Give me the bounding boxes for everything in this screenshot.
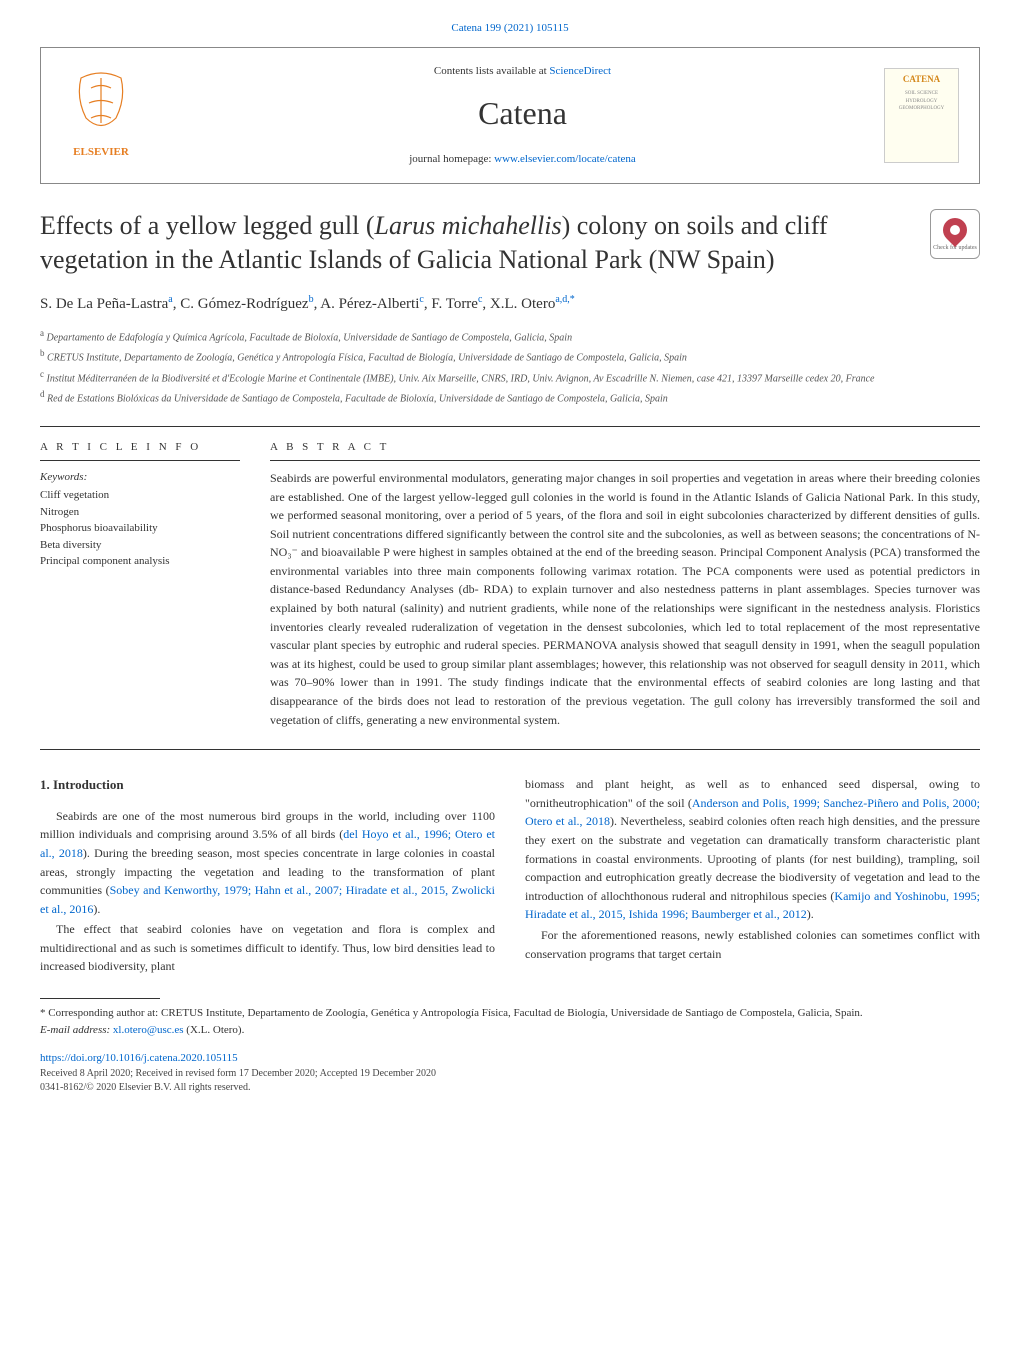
article-info-label: A R T I C L E I N F O [40,439,240,461]
header-center: Contents lists available at ScienceDirec… [161,63,884,168]
elsevier-logo: ELSEVIER [61,63,141,169]
divider [40,426,980,427]
affil-b-text: CRETUS Institute, Departamento de Zoolog… [47,353,687,364]
check-updates-icon [938,213,972,247]
email-label: E-mail address: [40,1024,113,1036]
svg-text:ELSEVIER: ELSEVIER [73,146,130,158]
affiliation-b: b CRETUS Institute, Departamento de Zool… [40,347,980,365]
intro-body-right: biomass and plant height, as well as to … [525,775,980,963]
authors: S. De La Peña-Lastraa, C. Gómez-Rodrígue… [40,292,980,316]
corresponding-footnote: * Corresponding author at: CRETUS Instit… [40,1005,980,1038]
intro-p3: biomass and plant height, as well as to … [525,775,980,924]
article-info: A R T I C L E I N F O Keywords: Cliff ve… [40,439,240,729]
keyword-item: Principal component analysis [40,553,240,570]
author-4: , F. Torre [424,296,478,312]
affil-a-text: Departamento de Edafología y Química Agr… [47,332,573,343]
keyword-item: Nitrogen [40,504,240,521]
journal-name: Catena [161,89,884,137]
email-suffix: (X.L. Otero). [184,1024,245,1036]
author-3: , A. Pérez-Alberti [314,296,420,312]
affiliation-c: c Institut Méditerranéen de la Biodivers… [40,368,980,386]
author-5: , X.L. Otero [482,296,555,312]
received-line: Received 8 April 2020; Received in revis… [40,1067,980,1081]
sciencedirect-link[interactable]: ScienceDirect [549,65,611,77]
homepage-link[interactable]: www.elsevier.com/locate/catena [494,153,636,165]
title-row: Effects of a yellow legged gull (Larus m… [40,209,980,277]
affiliation-a: a Departamento de Edafología y Química A… [40,327,980,345]
intro-p4: For the aforementioned reasons, newly es… [525,926,980,963]
footnote-separator [40,998,160,999]
affil-d-text: Red de Estations Biolóxicas da Universid… [47,393,668,404]
email-line: E-mail address: xl.otero@usc.es (X.L. Ot… [40,1022,980,1039]
keywords-label: Keywords: [40,469,240,486]
thumb-title: CATENA [889,73,954,87]
corresp-text: * Corresponding author at: CRETUS Instit… [40,1005,980,1022]
footer: https://doi.org/10.1016/j.catena.2020.10… [40,1050,980,1095]
keyword-item: Cliff vegetation [40,487,240,504]
homepage-prefix: journal homepage: [409,153,494,165]
abstract-text: Seabirds are powerful environmental modu… [270,469,980,729]
p3-post: ). [807,907,814,921]
keyword-item: Phosphorus bioavailability [40,520,240,537]
email-link[interactable]: xl.otero@usc.es [113,1024,184,1036]
journal-header: ELSEVIER Contents lists available at Sci… [40,47,980,185]
article-title: Effects of a yellow legged gull (Larus m… [40,209,910,277]
keywords: Cliff vegetationNitrogenPhosphorus bioav… [40,487,240,570]
affil-c-text: Institut Méditerranéen de la Biodiversit… [47,373,875,384]
check-updates-badge[interactable]: Check for updates [930,209,980,259]
journal-ref-link[interactable]: Catena 199 (2021) 105115 [451,22,568,34]
copyright-line: 0341-8162/© 2020 Elsevier B.V. All right… [40,1081,980,1095]
affiliations: a Departamento de Edafología y Química A… [40,327,980,406]
title-pre: Effects of a yellow legged gull ( [40,211,375,240]
journal-reference: Catena 199 (2021) 105115 [40,20,980,37]
journal-cover-thumb: CATENA SOIL SCIENCEHYDROLOGY GEOMORPHOLO… [884,68,959,163]
right-column: biomass and plant height, as well as to … [525,775,980,978]
affiliation-d: d Red de Estations Biolóxicas da Univers… [40,388,980,406]
doi-link[interactable]: https://doi.org/10.1016/j.catena.2020.10… [40,1052,238,1064]
title-italic: Larus michahellis [375,211,562,240]
left-column: 1. Introduction Seabirds are one of the … [40,775,495,978]
abstract: A B S T R A C T Seabirds are powerful en… [270,439,980,729]
intro-p1: Seabirds are one of the most numerous bi… [40,807,495,919]
author-2: , C. Gómez-Rodríguez [173,296,309,312]
author-1: S. De La Peña-Lastra [40,296,168,312]
p1-post: ). [93,902,100,916]
intro-body-left: Seabirds are one of the most numerous bi… [40,807,495,976]
info-abstract-row: A R T I C L E I N F O Keywords: Cliff ve… [40,439,980,729]
thumb-subtitle: SOIL SCIENCEHYDROLOGY GEOMORPHOLOGY [889,90,954,113]
keyword-item: Beta diversity [40,537,240,554]
intro-p2: The effect that seabird colonies have on… [40,920,495,976]
homepage-line: journal homepage: www.elsevier.com/locat… [161,151,884,168]
abstract-label: A B S T R A C T [270,439,980,461]
divider [40,749,980,750]
intro-heading: 1. Introduction [40,775,495,795]
body-columns: 1. Introduction Seabirds are one of the … [40,775,980,978]
author-5-sup[interactable]: a,d,* [555,294,574,305]
contents-line: Contents lists available at ScienceDirec… [161,63,884,80]
contents-prefix: Contents lists available at [434,65,549,77]
